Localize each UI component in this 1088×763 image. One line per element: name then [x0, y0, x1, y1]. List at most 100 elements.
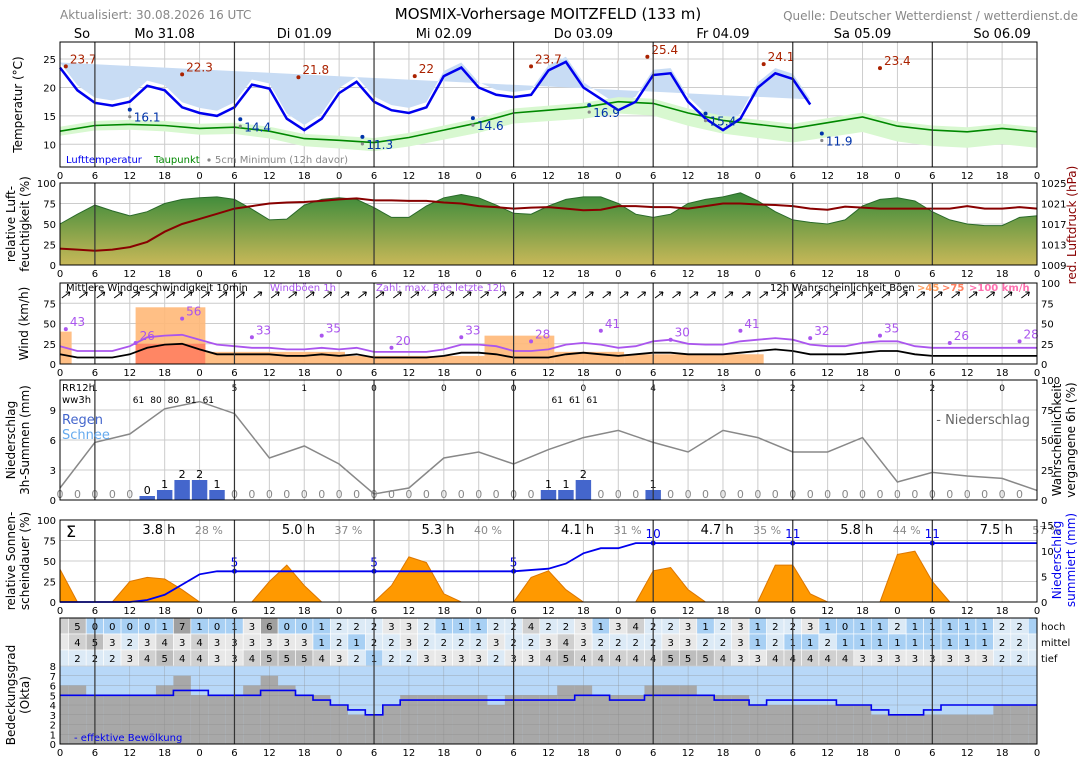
cloud-cell: [59, 633, 70, 651]
cloud-cell-value: 3: [179, 638, 185, 649]
cloud-cell-value: 4: [633, 654, 639, 665]
daily-sunshine-hours: 5.8 h: [840, 523, 873, 538]
wind-y2tick: 75: [1041, 299, 1054, 310]
hum-tick-label: 18: [856, 269, 869, 280]
cloud-cell-value: 5: [563, 654, 569, 665]
wind-direction-arrowhead: [833, 291, 838, 297]
cloud-cell: [1027, 617, 1038, 635]
cloud-cell-value: 5: [685, 654, 691, 665]
sun-tick-label: 18: [717, 606, 730, 617]
wind-direction-arrow: [253, 291, 263, 299]
max-gust-point: [1017, 339, 1022, 344]
sun-tick-label: 0: [894, 606, 900, 617]
cloud-cell-value: 1: [981, 638, 987, 649]
wind-tick-label: 18: [996, 368, 1009, 379]
ww3h-value: 61: [569, 396, 580, 406]
cloud-ytick: 6: [50, 682, 56, 693]
wind-direction-arrow: [881, 291, 891, 299]
cloud-cell-value: 4: [633, 622, 639, 633]
max-temp-label: 25.4: [651, 43, 678, 57]
effective-cloud-line: [60, 689, 1037, 716]
wind-tick-label: 12: [961, 368, 974, 379]
cloud-cell-value: 3: [580, 638, 586, 649]
min-temp-point: [703, 111, 708, 116]
precip-bar: [540, 490, 557, 500]
ww3h-label: ww3h: [62, 395, 91, 406]
min-temp-label: 15.4: [710, 115, 737, 129]
hum-ytick: 75: [43, 200, 56, 211]
cloud-cell-value: 2: [598, 638, 604, 649]
max-temp-point: [645, 54, 650, 59]
cloud-cell-value: 3: [947, 654, 953, 665]
precip-value-label: 0: [946, 488, 953, 501]
cloud-cell-value: 7: [179, 622, 185, 633]
wind-direction-arrowhead: [938, 291, 943, 297]
legend-effective-cloud: - effektive Bewölkung: [74, 733, 182, 744]
precip-value-label: 0: [353, 488, 360, 501]
max-temp-label: 21.8: [302, 63, 329, 77]
wind-direction-arrow: [462, 291, 472, 299]
cloud-cell-value: 2: [772, 638, 778, 649]
cloud-cell-value: 3: [807, 622, 813, 633]
sum-ylabel-1: Niederschlag: [1050, 521, 1064, 599]
cloud-tick-label: 0: [1034, 748, 1040, 759]
hum-ytick: 50: [43, 220, 56, 231]
wind-direction-arrowhead: [327, 291, 332, 297]
cloud-cell-value: 2: [999, 638, 1005, 649]
cloud-tick-label: 18: [298, 748, 311, 759]
cloud-row-label: tief: [1041, 654, 1058, 665]
wind-direction-arrow: [515, 291, 524, 299]
cloud-tick-label: 6: [371, 748, 377, 759]
wind-direction-arrow: [427, 291, 437, 299]
cloud-cell-value: 3: [249, 622, 255, 633]
cloud-cell-value: 0: [127, 622, 133, 633]
daily-sunshine-hours: 3.8 h: [142, 523, 175, 538]
wind-ytick: 0: [50, 360, 56, 371]
wind-direction-arrow: [759, 291, 768, 299]
cloud-tick-label: 18: [856, 748, 869, 759]
cloud-cell-value: 2: [702, 638, 708, 649]
wind-direction-arrowhead: [1025, 291, 1030, 297]
temp-tick-label: 12: [542, 171, 555, 182]
cloud-cell-value: 2: [458, 638, 464, 649]
cloud-tick-label: 0: [894, 748, 900, 759]
precip-value-label: 0: [248, 488, 255, 501]
wind-direction-arrowhead: [153, 291, 158, 297]
cloud-cell-value: 3: [615, 622, 621, 633]
min-temp-point: [360, 134, 365, 139]
wind-direction-arrow: [480, 291, 489, 299]
cloud-cover-bar: [975, 714, 994, 744]
cloud-cell-value: 2: [667, 622, 673, 633]
min-temp-point: [127, 107, 132, 112]
wind-direction-arrowhead: [676, 291, 681, 297]
precip-value-label: 2: [179, 468, 186, 481]
max-gust-label: 41: [605, 317, 620, 331]
cloud-cell-value: 4: [563, 638, 569, 649]
max-temp-point: [412, 74, 417, 79]
max-gust-label: 20: [395, 334, 410, 348]
temp-ylabel: Temperatur (°C): [11, 56, 25, 153]
wind-direction-arrow: [968, 291, 978, 299]
max-gust-label: 28: [1024, 327, 1039, 341]
cloud-cell-value: 0: [109, 622, 115, 633]
cloud-tick-label: 18: [158, 748, 171, 759]
wind-tick-label: 12: [542, 368, 555, 379]
hum-tick-label: 6: [510, 269, 516, 280]
precip-value-label: 2: [580, 468, 587, 481]
prob-ylabel-2: vergangene 6h (%): [1064, 382, 1078, 497]
wind-direction-arrow: [445, 291, 454, 299]
sun-tick-label: 18: [577, 606, 590, 617]
temp-tick-label: 12: [123, 171, 136, 182]
cloud-cell-value: 3: [406, 622, 412, 633]
temp-tick-label: 18: [158, 171, 171, 182]
sun-tick-label: 12: [682, 606, 695, 617]
cloud-cell-value: 1: [476, 622, 482, 633]
precip-value-label: 0: [1016, 488, 1023, 501]
min-temp-point: [238, 117, 243, 122]
wind-direction-arrowhead: [362, 291, 367, 297]
sun-tick-label: 12: [263, 606, 276, 617]
wind-tick-label: 18: [298, 368, 311, 379]
wind-direction-arrow: [811, 291, 821, 299]
cloud-cell-value: 2: [74, 654, 80, 665]
wind-direction-arrowhead: [711, 291, 716, 297]
